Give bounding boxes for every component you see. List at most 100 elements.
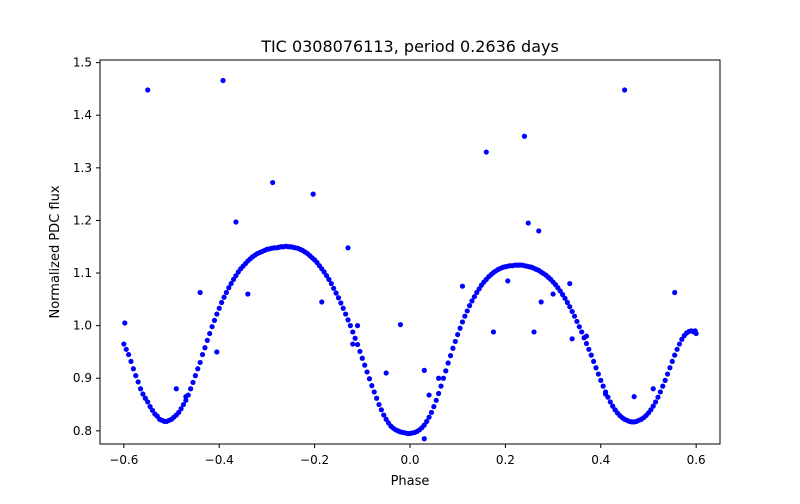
data-point [421,367,427,373]
data-point [176,409,182,416]
data-point [562,295,568,301]
data-point [583,340,590,347]
data-point [245,291,251,297]
data-point [467,303,473,309]
data-point [345,245,351,251]
data-point [588,352,594,358]
data-point [376,401,382,408]
data-point [142,395,148,401]
data-point [591,358,597,365]
data-point [571,313,578,319]
data-point [183,394,189,400]
data-point [310,191,316,197]
data-point [436,375,442,381]
data-point [595,371,601,377]
data-point [567,304,573,310]
data-point [135,379,141,385]
data-point [378,407,384,413]
data-point [359,355,365,361]
data-point [569,336,575,342]
data-point [220,77,226,84]
y-tick-label: 0.8 [73,424,92,438]
data-point [600,383,606,389]
data-point [338,300,344,306]
data-point [333,290,339,296]
data-point [462,313,468,319]
y-tick-label: 1.5 [73,56,92,70]
data-point [369,383,375,389]
data-point [567,280,573,287]
data-point [122,320,128,326]
data-point [476,286,482,292]
data-point [569,308,575,315]
data-point [149,407,156,413]
data-point [653,399,659,405]
data-point [190,379,196,386]
data-point [679,336,685,342]
y-tick-label: 0.9 [73,371,92,385]
data-point [173,386,179,392]
data-point [436,390,442,397]
data-point [538,299,544,305]
data-point [331,285,337,291]
data-point [383,370,389,376]
data-point [362,362,368,368]
data-point [421,422,427,428]
data-point [574,318,580,325]
data-point [662,377,668,383]
data-point [183,397,189,403]
data-point [452,338,458,345]
data-point [667,365,673,371]
data-point [564,299,570,306]
data-point [326,276,332,282]
x-tick-label: 0.2 [496,453,515,467]
data-point [505,278,511,284]
data-point [557,288,563,294]
data-point [650,403,656,409]
data-point [428,409,435,416]
data-point [459,283,466,289]
data-point [209,324,215,330]
data-point [421,436,427,442]
data-point [354,341,361,348]
x-tick-label: 0.6 [687,453,706,467]
data-point [610,403,616,409]
data-point [648,407,654,413]
data-point [357,348,363,355]
y-tick-label: 1.0 [73,319,92,333]
data-point [660,383,666,389]
data-point [525,220,531,226]
data-point [676,341,683,347]
data-point [381,412,387,418]
data-point [128,358,134,365]
data-point [457,325,463,331]
data-point [455,331,461,338]
data-point [657,389,663,395]
data-point [354,323,361,329]
data-point [214,311,220,317]
data-point [270,179,276,186]
data-point [583,333,590,339]
data-point [438,383,444,389]
data-point [228,280,234,287]
data-point [345,317,351,323]
data-point [397,321,404,328]
data-point [424,418,430,424]
x-axis-label: Phase [391,474,430,489]
data-point [459,319,466,325]
data-point [197,289,203,296]
data-point [347,323,353,329]
data-point [202,345,208,351]
data-point [674,346,680,352]
data-point [622,87,628,93]
data-point [140,391,146,397]
data-point [219,299,225,306]
data-point [443,368,449,374]
data-point [576,324,582,330]
data-point [223,289,229,296]
data-point [483,149,489,155]
data-point [366,376,373,382]
data-point [669,358,675,365]
